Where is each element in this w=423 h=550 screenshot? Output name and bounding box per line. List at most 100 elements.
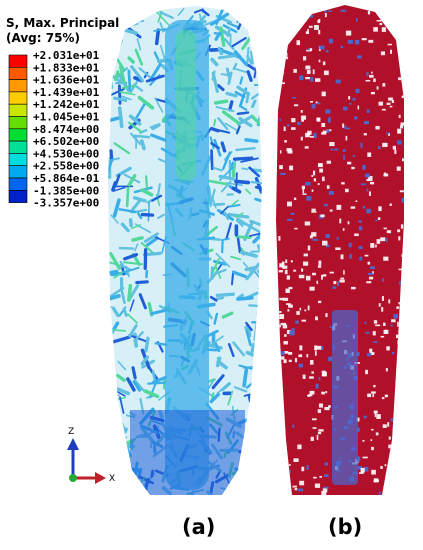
strut [226,21,241,29]
void [401,257,404,261]
void [299,307,302,311]
legend-swatch [8,165,28,179]
failed-patch [336,237,339,240]
strut [215,8,224,25]
void [287,149,293,154]
strut [236,85,251,96]
strut [211,71,219,93]
void [315,101,318,104]
void [405,225,407,228]
strut [245,329,252,347]
void [397,321,400,327]
void [401,254,404,257]
failed-patch [330,148,333,151]
strut [225,67,232,80]
void [372,331,376,336]
void [398,236,401,241]
strut [118,208,137,214]
void [306,69,311,74]
void [291,118,296,123]
failed-patch [348,242,352,248]
strut [111,306,120,318]
void [383,256,389,261]
strut [125,185,130,208]
failed-patch [287,218,293,221]
void [283,126,286,132]
void [290,260,293,263]
strut [150,133,167,142]
void [387,466,391,472]
void [305,275,311,281]
void [376,19,382,22]
strut [231,199,239,207]
void [398,130,401,134]
strut [249,232,261,237]
void [389,465,395,468]
void [279,150,282,154]
strut [151,123,161,131]
failed-patch [364,466,369,472]
strut [216,382,231,394]
strut [256,269,262,281]
void [371,391,376,394]
strut [235,235,252,240]
strut [248,420,258,435]
strut [251,99,257,109]
failed-patch [344,127,350,130]
failed-patch [328,356,333,362]
strut [128,218,133,228]
strut [133,331,144,343]
legend-value: -1.385e+00 [33,184,99,197]
strut [231,186,242,194]
structure-a [108,6,262,495]
strut [210,57,219,67]
void [380,466,383,469]
void [309,136,314,138]
strut [127,490,145,495]
strut [123,28,138,35]
strut [254,428,262,431]
void [310,360,314,365]
void [385,368,388,372]
void [283,359,287,364]
strut [135,280,149,285]
void [314,25,319,30]
void [321,391,325,395]
strut [213,259,228,266]
strut [127,121,143,133]
void [383,488,389,492]
failed-patch [287,124,290,127]
void [293,68,297,73]
axis-triad: Z X [67,427,115,484]
strut [236,217,246,226]
void [291,127,296,130]
void [340,277,345,280]
void [289,165,294,171]
strut [126,313,139,324]
void [311,211,317,213]
strut [255,450,262,466]
strut [212,202,226,207]
void [394,149,397,154]
failed-patch [325,109,331,114]
void [307,245,311,251]
legend-value: -3.357e+00 [33,197,99,210]
void [301,119,305,122]
legend-subtitle: (Avg: 75%) [6,31,80,45]
strut [244,138,259,144]
void [303,253,308,257]
void [284,140,287,143]
strut [239,250,258,258]
void [380,335,385,338]
strut [239,76,244,85]
failed-patch [366,353,372,357]
strut [234,179,251,185]
strut [230,255,242,261]
failed-patch [359,256,363,261]
strut [214,341,221,353]
strut [114,174,121,188]
strut [108,453,113,463]
failed-patch [318,377,321,381]
failed-patch [363,415,367,419]
strut [245,262,261,281]
